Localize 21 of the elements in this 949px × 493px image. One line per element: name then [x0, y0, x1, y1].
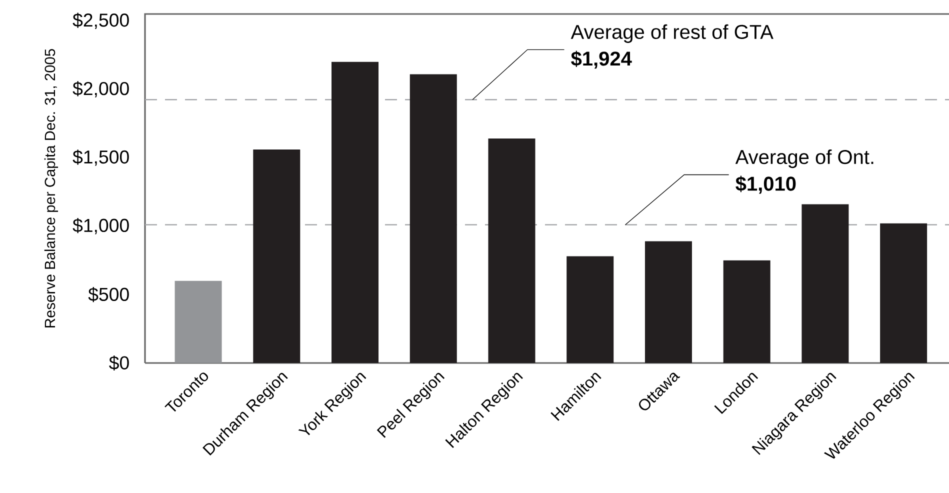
y-tick-label: $0 [109, 355, 129, 371]
y-tick-label: $2,000 [72, 81, 129, 98]
bar [410, 74, 457, 363]
annotation: $1,924 [571, 50, 632, 69]
bar [488, 138, 536, 363]
y-tick-label: $2,500 [72, 12, 129, 29]
bar [880, 223, 928, 363]
y-axis-title: Reserve Balance per Capita Dec. 31, 2005 [44, 49, 58, 328]
ref-line-label: Average of Ont. [735, 149, 874, 168]
bar [802, 204, 849, 363]
bar [723, 260, 770, 363]
y-tick-label: $500 [88, 287, 129, 302]
ref-line-label: Average of rest of GTA [570, 24, 774, 43]
bar [566, 256, 614, 363]
y-tick-label: $1,500 [72, 150, 129, 166]
annotation: $1,010 [736, 176, 796, 194]
y-tick-label: $1,000 [72, 218, 129, 234]
bar [332, 62, 379, 363]
bar [253, 149, 300, 363]
bar [174, 280, 222, 363]
bar [644, 241, 692, 363]
